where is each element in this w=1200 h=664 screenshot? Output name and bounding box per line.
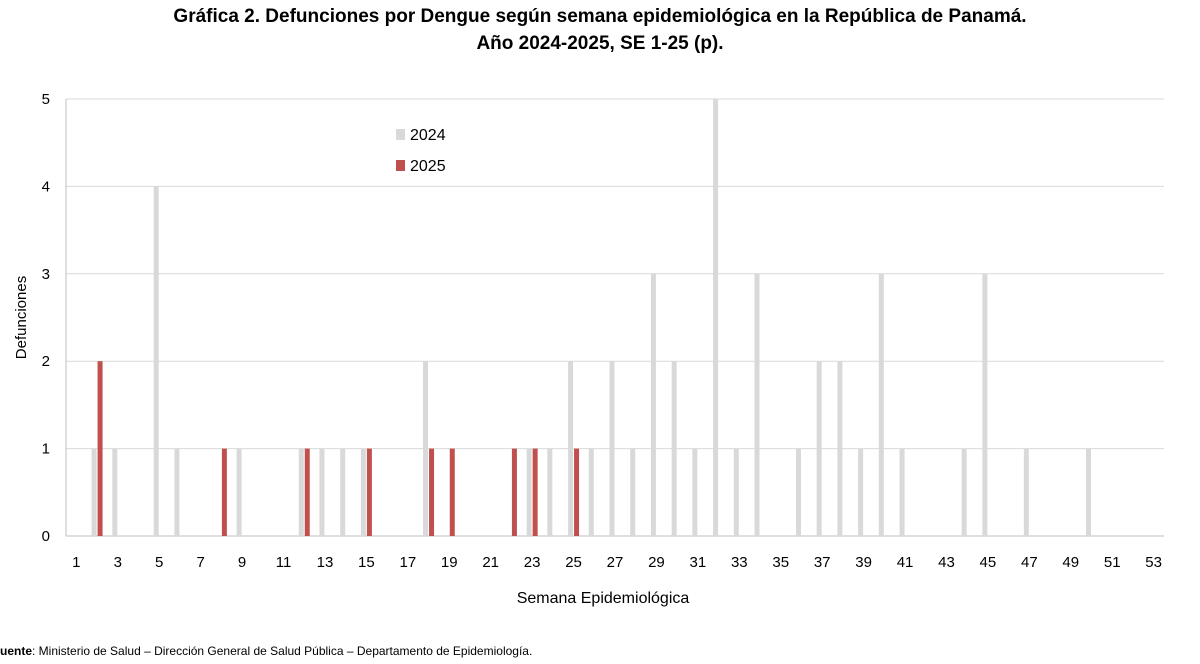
bar-2025-week-12 <box>304 448 310 536</box>
bar-2024-week-5 <box>153 186 159 536</box>
x-tick-label: 31 <box>690 554 707 571</box>
legend-label-2024: 2024 <box>410 127 446 144</box>
x-tick-label: 11 <box>276 554 292 571</box>
x-tick-label: 19 <box>441 554 458 571</box>
bar-2024-week-39 <box>858 448 864 536</box>
chart-title-line-2: Año 2024-2025, SE 1-25 (p). <box>476 33 724 54</box>
bar-2024-week-14 <box>340 448 346 536</box>
y-axis-label: Defunciones <box>13 276 30 359</box>
y-tick-label: 3 <box>42 266 50 283</box>
x-tick-label: 7 <box>196 554 204 571</box>
bar-2024-week-12 <box>298 448 304 536</box>
bar-2024-week-32 <box>713 99 719 536</box>
source-text: : Ministerio de Salud – Dirección Genera… <box>32 644 533 658</box>
x-tick-label: 45 <box>980 554 997 571</box>
bar-2024-week-6 <box>174 448 180 536</box>
x-tick-label: 49 <box>1062 554 1079 571</box>
bar-2024-week-33 <box>733 448 739 536</box>
y-tick-label: 0 <box>42 528 50 545</box>
x-tick-label: 33 <box>731 554 748 571</box>
x-tick-label: 13 <box>317 554 334 571</box>
bar-2025-week-22 <box>511 448 517 536</box>
x-tick-label: 9 <box>238 554 246 571</box>
y-tick-label: 2 <box>42 353 50 370</box>
bar-2024-week-31 <box>692 448 698 536</box>
bar-2024-week-50 <box>1085 448 1091 536</box>
legend-label-2025: 2025 <box>410 158 446 175</box>
bar-2025-week-18 <box>429 448 435 536</box>
bar-2024-week-30 <box>671 361 677 536</box>
bar-2024-week-3 <box>112 448 118 536</box>
bar-2024-week-37 <box>816 361 822 536</box>
bar-2024-week-29 <box>650 273 656 536</box>
bar-2024-week-9 <box>236 448 242 536</box>
bar-2024-week-47 <box>1023 448 1029 536</box>
x-axis-label: Semana Epidemiológica <box>517 590 690 607</box>
x-tick-label: 51 <box>1104 554 1121 571</box>
bar-2024-week-15 <box>360 448 366 536</box>
bar-2024-week-45 <box>982 273 988 536</box>
x-tick-label: 39 <box>855 554 872 571</box>
x-tick-label: 37 <box>814 554 831 571</box>
x-tick-label: 21 <box>482 554 499 571</box>
x-tick-label: 25 <box>565 554 582 571</box>
x-tick-label: 1 <box>72 554 80 571</box>
bar-2024-week-23 <box>526 448 532 536</box>
x-tick-label: 43 <box>938 554 955 571</box>
x-tick-label: 29 <box>648 554 665 571</box>
bar-2025-week-25 <box>574 448 580 536</box>
x-tick-label: 17 <box>399 554 416 571</box>
chart-title-line-1: Gráfica 2. Defunciones por Dengue según … <box>173 6 1027 27</box>
bar-2025-week-23 <box>532 448 538 536</box>
bar-2024-week-40 <box>878 273 884 536</box>
x-tick-label: 53 <box>1145 554 1162 571</box>
bar-2024-week-26 <box>588 448 594 536</box>
x-tick-label: 47 <box>1021 554 1038 571</box>
x-tick-label: 23 <box>524 554 541 571</box>
y-tick-label: 1 <box>42 441 50 458</box>
x-tick-label: 27 <box>607 554 624 571</box>
x-tick-label: 35 <box>772 554 789 571</box>
bar-2024-week-25 <box>568 361 574 536</box>
y-tick-label: 5 <box>42 91 50 108</box>
bar-2024-week-44 <box>961 448 967 536</box>
x-tick-label: 3 <box>114 554 122 571</box>
bar-2024-week-2 <box>91 448 97 536</box>
bar-2024-week-18 <box>423 361 429 536</box>
bar-2024-week-38 <box>837 361 843 536</box>
source-note: uente: Ministerio de Salud – Dirección G… <box>0 644 532 658</box>
legend-swatch-2025 <box>396 160 405 171</box>
bar-2025-week-15 <box>366 448 372 536</box>
bar-2024-week-34 <box>754 273 760 536</box>
bar-2024-week-24 <box>547 448 553 536</box>
x-tick-label: 15 <box>358 554 375 571</box>
source-label: uente <box>0 644 33 658</box>
legend-swatch-2024 <box>396 129 405 140</box>
bar-2024-week-28 <box>630 448 636 536</box>
bar-2025-week-19 <box>449 448 455 536</box>
bar-2024-week-27 <box>609 361 615 536</box>
y-tick-label: 4 <box>42 178 50 195</box>
x-tick-label: 5 <box>155 554 163 571</box>
bar-2025-week-8 <box>221 448 227 536</box>
bar-2025-week-2 <box>97 361 103 536</box>
x-tick-label: 41 <box>897 554 914 571</box>
bar-2024-week-41 <box>899 448 905 536</box>
bar-2024-week-36 <box>795 448 801 536</box>
bar-2024-week-13 <box>319 448 325 536</box>
